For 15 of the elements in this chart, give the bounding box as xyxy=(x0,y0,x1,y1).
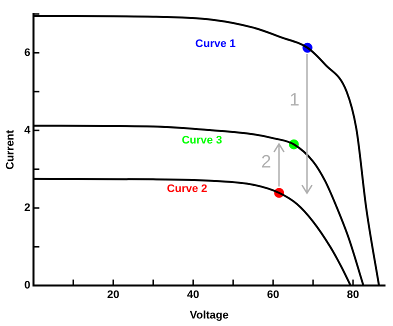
text: Curve 3 xyxy=(182,134,222,146)
x-axis-title: Voltage xyxy=(190,309,229,322)
x-tick-label: 60 xyxy=(266,289,280,302)
y-tick-label: 6 xyxy=(24,46,30,59)
y-tick-label: 4 xyxy=(24,124,32,136)
annotation: 1 xyxy=(289,89,300,110)
x-tick-label: 20 xyxy=(107,289,120,302)
y-tick-label: 0 xyxy=(24,280,30,292)
text: Curve 1 xyxy=(195,38,236,50)
y-axis-title: Current xyxy=(4,130,17,170)
x-tick-label: 40 xyxy=(187,289,200,302)
y-tick-label: 2 xyxy=(24,202,30,214)
x-tick-label: 80 xyxy=(346,289,360,302)
text: Curve 2 xyxy=(166,182,208,195)
annotation: 2 xyxy=(261,152,272,172)
